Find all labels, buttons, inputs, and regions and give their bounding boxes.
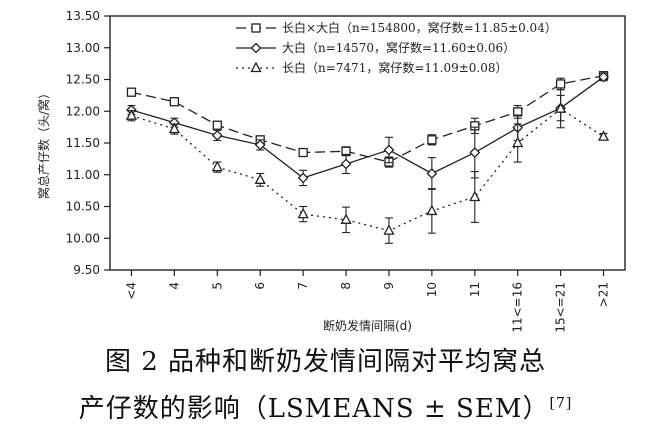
series-0-line — [131, 75, 604, 163]
y-axis-title: 窝总产仔数（头/窝） — [36, 87, 51, 199]
series-1-point-3 — [254, 139, 266, 151]
series-2-point-8 — [469, 190, 481, 202]
legend-label-2: 长白（n=7471，窝仔数=11.09±0.08） — [282, 60, 508, 75]
x-tick-label-2: 5 — [210, 282, 224, 290]
series-1-point-11 — [598, 71, 609, 83]
x-tick-label-7: 10 — [425, 282, 439, 297]
y-tick-label-2: 10.50 — [66, 200, 100, 214]
legend-marker-1 — [250, 42, 262, 54]
x-tick-label-0: <4 — [124, 282, 138, 300]
y-tick-label-8: 13.50 — [66, 9, 100, 23]
x-axis-title: 断奶发情间隔(d) — [323, 318, 412, 333]
series-2-point-2 — [211, 160, 223, 172]
series-2-point-5 — [340, 213, 352, 224]
series-1-point-8 — [469, 147, 481, 158]
x-tick-label-1: 4 — [167, 282, 181, 290]
figure-caption-line2: 产仔数的影响（LSMEANS ± SEM）[7] — [0, 388, 651, 425]
x-tick-label-9: 11<=16 — [511, 282, 525, 333]
series-1-point-5 — [340, 158, 352, 170]
y-tick-label-6: 12.50 — [66, 73, 100, 87]
legend-marker-0 — [251, 23, 261, 33]
figure-caption-line1: 图 2 品种和断奶发情间隔对平均窝总 — [104, 347, 547, 377]
x-tick-label-4: 7 — [296, 282, 310, 290]
legend-marker-2 — [250, 61, 262, 73]
figure-caption-line2-text: 产仔数的影响（LSMEANS ± SEM） — [78, 394, 550, 424]
series-2-point-3 — [254, 173, 266, 184]
y-tick-label-4: 11.50 — [66, 136, 100, 150]
x-tick-label-10: 15<=21 — [554, 282, 568, 333]
chart: 9.50 10.00 10.50 11.00 11.50 12.00 12.50 13.00 1… — [36, 9, 626, 333]
y-tick-label-7: 13.00 — [66, 41, 100, 55]
series-2-point-9 — [512, 136, 524, 148]
series-0-point-10 — [555, 79, 566, 89]
series-0-point-2 — [212, 120, 222, 130]
series-layer — [125, 71, 610, 244]
series-0-point-7 — [427, 135, 437, 145]
series-1-line — [131, 76, 604, 179]
x-tick-label-6: 9 — [382, 282, 396, 290]
series-2-point-11 — [597, 130, 610, 141]
series-1-point-6 — [383, 144, 395, 156]
series-2-point-10 — [555, 102, 567, 113]
y-tick-label-1: 10.00 — [66, 231, 100, 245]
x-tick-label-3: 6 — [253, 282, 267, 290]
series-2-point-7 — [426, 204, 438, 216]
series-1-point-2 — [211, 129, 223, 141]
series-2-line — [131, 107, 604, 232]
series-1 — [126, 71, 609, 190]
series-0-point-4 — [298, 147, 308, 158]
y-tick-label-5: 12.00 — [66, 104, 100, 118]
x-tick-label-8: 11 — [468, 282, 482, 297]
axes: 9.50 10.00 10.50 11.00 11.50 12.00 12.50 13.00 1… — [66, 9, 626, 333]
series-2-point-6 — [383, 224, 395, 235]
figure-caption-reference: [7] — [549, 395, 573, 412]
x-tick-label-5: 8 — [339, 282, 353, 290]
y-tick-label-0: 9.50 — [73, 263, 100, 277]
series-2-point-4 — [297, 207, 309, 219]
legend: 长白×大白（n=154800，窝仔数=11.85±0.04） 大白（n=14570… — [236, 20, 557, 75]
series-2-point-1 — [168, 122, 180, 134]
series-0-point-1 — [169, 97, 180, 107]
legend-label-0: 长白×大白（n=154800，窝仔数=11.85±0.04） — [282, 20, 557, 35]
x-tick-label-11: >21 — [597, 282, 611, 307]
series-1-point-7 — [426, 168, 438, 179]
series-1-point-4 — [297, 172, 309, 184]
y-tick-label-3: 11.00 — [66, 168, 100, 182]
series-2 — [125, 89, 610, 244]
series-2-point-0 — [125, 109, 138, 120]
legend-label-1: 大白（n=14570，窝仔数=11.60±0.06） — [282, 40, 515, 55]
series-0-point-0 — [126, 87, 137, 97]
